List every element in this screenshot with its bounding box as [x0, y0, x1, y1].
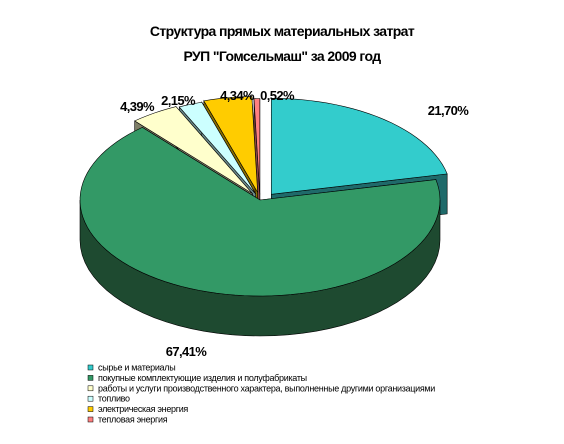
pie-slices — [79, 96, 448, 337]
legend-label: сырье и материалы — [98, 363, 175, 373]
pie-slice-1-top — [270, 97, 448, 195]
legend-item-6: тепловая энергия — [87, 415, 168, 425]
legend-swatch — [87, 395, 94, 402]
pie-slice-3-top — [134, 106, 253, 194]
legend-swatch — [87, 375, 94, 381]
legend-label: покупные комплектующие изделия и полуфаб… — [98, 373, 307, 383]
legend-swatch — [87, 416, 94, 423]
legend-label: работы и услуги производственного характ… — [98, 383, 435, 393]
legend-label: электрическая энергия — [98, 404, 188, 414]
data-label-1: 21,70% — [428, 103, 470, 118]
data-label-3: 4,39% — [120, 99, 155, 114]
legend-label: тепловая энергия — [98, 415, 168, 425]
chart-title-line-2: РУП "Гомсельмаш" за 2009 год — [183, 48, 381, 64]
pie-slice-2-top — [79, 127, 441, 297]
data-label-4: 2,15% — [161, 93, 196, 108]
data-labels: 21,70% 67,41% 4,39% 2,15% 4,34% 0,52% — [120, 88, 470, 359]
data-label-5: 4,34% — [220, 88, 255, 103]
data-label-6: 0,52% — [260, 88, 295, 103]
legend-item-3: работы и услуги производственного характ… — [87, 383, 436, 393]
legend-item-5: электрическая энергия — [87, 404, 189, 414]
legend-swatch — [87, 385, 94, 392]
legend-swatch — [87, 406, 94, 412]
pie-slice-5-top — [203, 96, 258, 193]
data-label-2: 67,41% — [166, 344, 208, 359]
pie-slice-2 — [79, 126, 441, 337]
legend-item-2: покупные комплектующие изделия и полуфаб… — [87, 373, 307, 383]
pie-slice-6-top — [253, 98, 261, 195]
legend-item-1: сырье и материалы — [87, 363, 176, 373]
pie-slice-4-top — [178, 101, 256, 195]
legend-swatch — [87, 364, 94, 371]
chart-title-line-1: Структура прямых материальных затрат — [150, 23, 415, 39]
legend-item-4: топливо — [87, 394, 130, 404]
legend-label: топливо — [98, 394, 130, 404]
